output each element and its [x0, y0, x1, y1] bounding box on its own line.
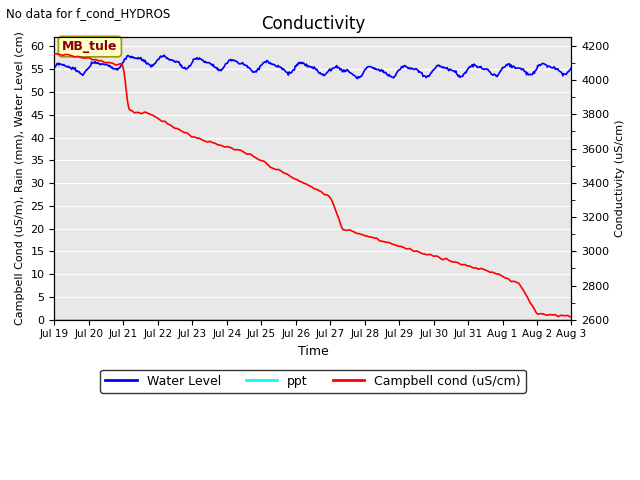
Legend: Water Level, ppt, Campbell cond (uS/cm): Water Level, ppt, Campbell cond (uS/cm) — [100, 370, 525, 393]
Y-axis label: Campbell Cond (uS/m), Rain (mm), Water Level (cm): Campbell Cond (uS/m), Rain (mm), Water L… — [15, 32, 25, 325]
Title: Conductivity: Conductivity — [261, 15, 365, 33]
Text: No data for f_cond_HYDROS: No data for f_cond_HYDROS — [6, 7, 171, 20]
Text: MB_tule: MB_tule — [62, 40, 118, 53]
X-axis label: Time: Time — [298, 345, 328, 358]
Y-axis label: Conductivity (uS/cm): Conductivity (uS/cm) — [615, 120, 625, 237]
